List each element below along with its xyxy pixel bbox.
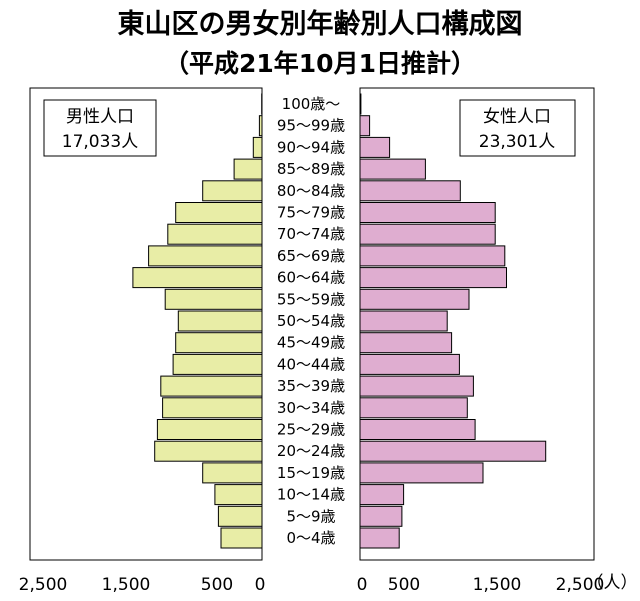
female-bar [359,419,476,440]
age-labels: 100歳～ 95～99歳 90～94歳 85～89歳 80～84歳 75～79歳 70～74… [277,95,345,547]
age-group-label: 85～89歳 [277,160,345,178]
age-group-label: 10～14歳 [277,486,345,504]
male-legend: 男性人口 17,033人 [43,99,157,157]
age-group-label: 5～9歳 [286,507,335,525]
female-bar [359,267,507,289]
male-legend-box [43,99,157,157]
age-group-label: 55～59歳 [277,290,345,308]
age-group-label: 35～39歳 [277,377,345,395]
male-bar [233,158,263,180]
female-bar [359,202,496,223]
male-bar [258,115,263,137]
age-group-label: 65～69歳 [277,247,345,265]
female-bar [359,462,484,484]
male-bar [177,310,263,332]
male-bar [252,136,263,158]
male-bar [164,288,263,310]
female-bar [359,136,391,158]
age-group-label: 50～54歳 [277,312,345,330]
female-bar [359,397,468,419]
male-bar [160,375,263,397]
female-bar [359,375,474,397]
right-tick-label: 0 [357,575,368,595]
age-group-label: 25～29歳 [277,421,345,439]
age-group-label: 40～44歳 [277,355,345,373]
male-bar [172,353,263,375]
right-tick-label: 500 [388,575,420,595]
age-group-label: 90～94歳 [277,138,345,156]
age-group-label: 75～79歳 [277,204,345,222]
female-legend-box [459,99,576,157]
female-bar [359,115,371,137]
male-bar [202,180,263,202]
left-tick-label: 500 [201,575,233,595]
male-legend-total: 17,033人 [62,132,138,152]
male-legend-name: 男性人口 [66,107,134,127]
age-group-label: 45～49歳 [277,334,345,352]
left-tick-label: 0 [255,575,266,595]
male-bar [217,505,263,527]
male-bar [156,419,263,440]
female-legend: 女性人口 23,301人 [459,99,576,157]
female-bar [359,158,426,180]
male-bar [202,462,263,484]
male-bar [132,267,263,289]
female-bar [359,310,448,332]
age-group-label: 100歳～ [282,95,341,113]
age-group-label: 95～99歳 [277,117,345,135]
age-group-label: 0～4歳 [286,529,335,547]
female-bar [359,440,547,462]
male-bar [154,440,263,462]
female-bar [359,223,496,245]
male-bar [220,527,263,549]
chart-subtitle: （平成21年10月1日推計） [164,49,476,78]
age-group-label: 15～19歳 [277,464,345,482]
female-bars [359,93,547,549]
male-bar [214,484,263,506]
age-group-label: 70～74歳 [277,225,345,243]
female-bar [359,93,362,115]
right-tick-label: 2,500 [556,575,605,595]
age-group-label: 30～34歳 [277,399,345,417]
female-bar [359,332,453,354]
female-legend-name: 女性人口 [483,107,551,127]
female-bar [359,484,405,506]
male-bar [167,223,263,245]
left-axis-ticks: 2,500 1,500 500 0 [19,575,266,595]
female-bar [359,180,461,202]
female-bar [359,527,400,549]
female-bar [359,245,506,267]
male-bar [148,245,263,267]
male-bar [175,332,263,354]
axis-unit-label: （人） [587,573,638,593]
female-bar [359,505,403,527]
right-axis-ticks: 0 500 1,500 2,500 （人） [357,573,638,595]
age-group-label: 80～84歳 [277,182,345,200]
left-tick-label: 1,500 [102,575,151,595]
male-bar [175,202,263,223]
right-tick-label: 1,500 [473,575,522,595]
chart-title: 東山区の男女別年齢別人口構成図 [118,8,523,40]
age-group-label: 20～24歳 [277,442,345,460]
age-group-label: 60～64歳 [277,269,345,287]
female-bar [359,353,460,375]
left-tick-label: 2,500 [19,575,68,595]
female-bar [359,288,470,310]
male-bar [162,397,263,419]
female-legend-total: 23,301人 [479,132,555,152]
male-bars [132,93,263,549]
